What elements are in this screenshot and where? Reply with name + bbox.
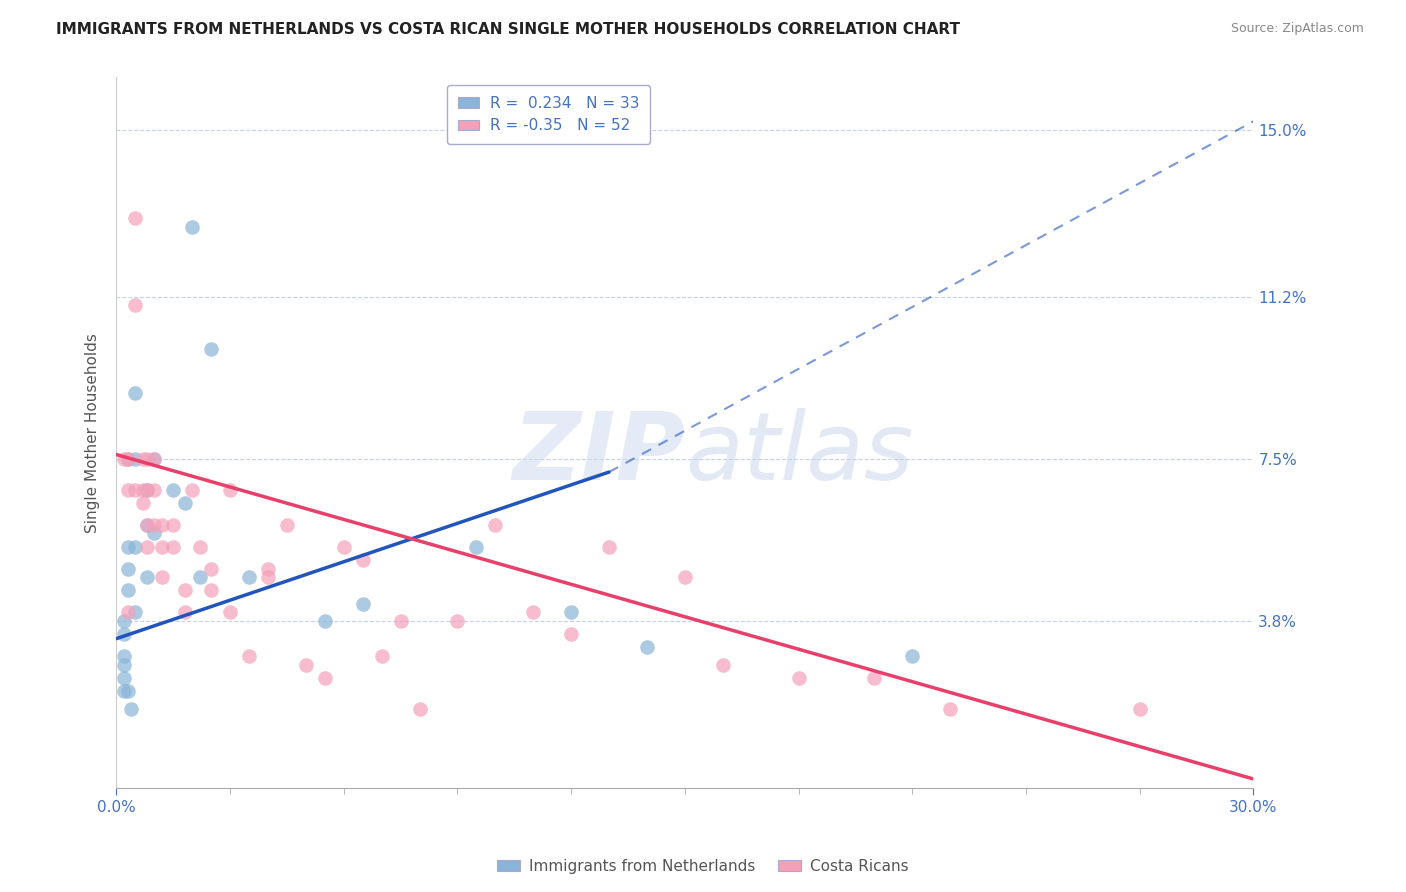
Point — [143, 517, 166, 532]
Point — [117, 583, 139, 598]
Legend: Immigrants from Netherlands, Costa Ricans: Immigrants from Netherlands, Costa Rican… — [491, 853, 915, 880]
Point — [257, 570, 280, 584]
Point — [120, 702, 142, 716]
Point — [370, 649, 392, 664]
Point — [117, 451, 139, 466]
Point — [150, 517, 173, 532]
Text: ZIP: ZIP — [512, 408, 685, 500]
Point — [112, 627, 135, 641]
Point — [117, 451, 139, 466]
Point — [200, 343, 222, 357]
Point — [124, 386, 146, 401]
Point — [162, 483, 184, 497]
Point — [162, 517, 184, 532]
Point — [117, 483, 139, 497]
Point — [135, 570, 157, 584]
Point — [173, 583, 195, 598]
Point — [143, 526, 166, 541]
Legend: R =  0.234   N = 33, R = -0.35   N = 52: R = 0.234 N = 33, R = -0.35 N = 52 — [447, 85, 650, 145]
Point — [446, 614, 468, 628]
Point — [1129, 702, 1152, 716]
Point — [238, 649, 260, 664]
Point — [200, 561, 222, 575]
Point — [135, 483, 157, 497]
Point — [200, 583, 222, 598]
Point — [276, 517, 298, 532]
Point — [219, 606, 242, 620]
Point — [314, 671, 336, 685]
Point — [332, 540, 354, 554]
Point — [181, 483, 204, 497]
Text: IMMIGRANTS FROM NETHERLANDS VS COSTA RICAN SINGLE MOTHER HOUSEHOLDS CORRELATION : IMMIGRANTS FROM NETHERLANDS VS COSTA RIC… — [56, 22, 960, 37]
Point — [560, 627, 582, 641]
Point — [132, 451, 155, 466]
Point — [863, 671, 886, 685]
Point — [188, 570, 211, 584]
Point — [181, 219, 204, 234]
Point — [132, 496, 155, 510]
Point — [135, 483, 157, 497]
Point — [124, 451, 146, 466]
Point — [143, 451, 166, 466]
Point — [124, 540, 146, 554]
Point — [112, 671, 135, 685]
Point — [787, 671, 810, 685]
Point — [188, 540, 211, 554]
Point — [117, 606, 139, 620]
Point — [939, 702, 962, 716]
Point — [135, 451, 157, 466]
Point — [124, 211, 146, 225]
Y-axis label: Single Mother Households: Single Mother Households — [86, 333, 100, 533]
Point — [238, 570, 260, 584]
Point — [257, 561, 280, 575]
Point — [132, 483, 155, 497]
Point — [389, 614, 412, 628]
Point — [124, 483, 146, 497]
Text: Source: ZipAtlas.com: Source: ZipAtlas.com — [1230, 22, 1364, 36]
Point — [352, 597, 374, 611]
Point — [117, 684, 139, 698]
Point — [711, 657, 734, 672]
Point — [408, 702, 430, 716]
Point — [112, 649, 135, 664]
Point — [124, 606, 146, 620]
Point — [135, 517, 157, 532]
Point — [112, 684, 135, 698]
Point — [560, 606, 582, 620]
Point — [135, 540, 157, 554]
Point — [162, 540, 184, 554]
Point — [173, 606, 195, 620]
Point — [112, 657, 135, 672]
Point — [135, 517, 157, 532]
Point — [112, 451, 135, 466]
Point — [143, 451, 166, 466]
Point — [117, 561, 139, 575]
Point — [484, 517, 506, 532]
Point — [636, 640, 658, 655]
Point — [314, 614, 336, 628]
Point — [112, 614, 135, 628]
Point — [598, 540, 620, 554]
Point — [143, 483, 166, 497]
Text: atlas: atlas — [685, 409, 912, 500]
Point — [465, 540, 488, 554]
Point — [173, 496, 195, 510]
Point — [117, 540, 139, 554]
Point — [150, 570, 173, 584]
Point — [673, 570, 696, 584]
Point — [219, 483, 242, 497]
Point — [124, 298, 146, 312]
Point — [352, 553, 374, 567]
Point — [150, 540, 173, 554]
Point — [901, 649, 924, 664]
Point — [294, 657, 316, 672]
Point — [522, 606, 544, 620]
